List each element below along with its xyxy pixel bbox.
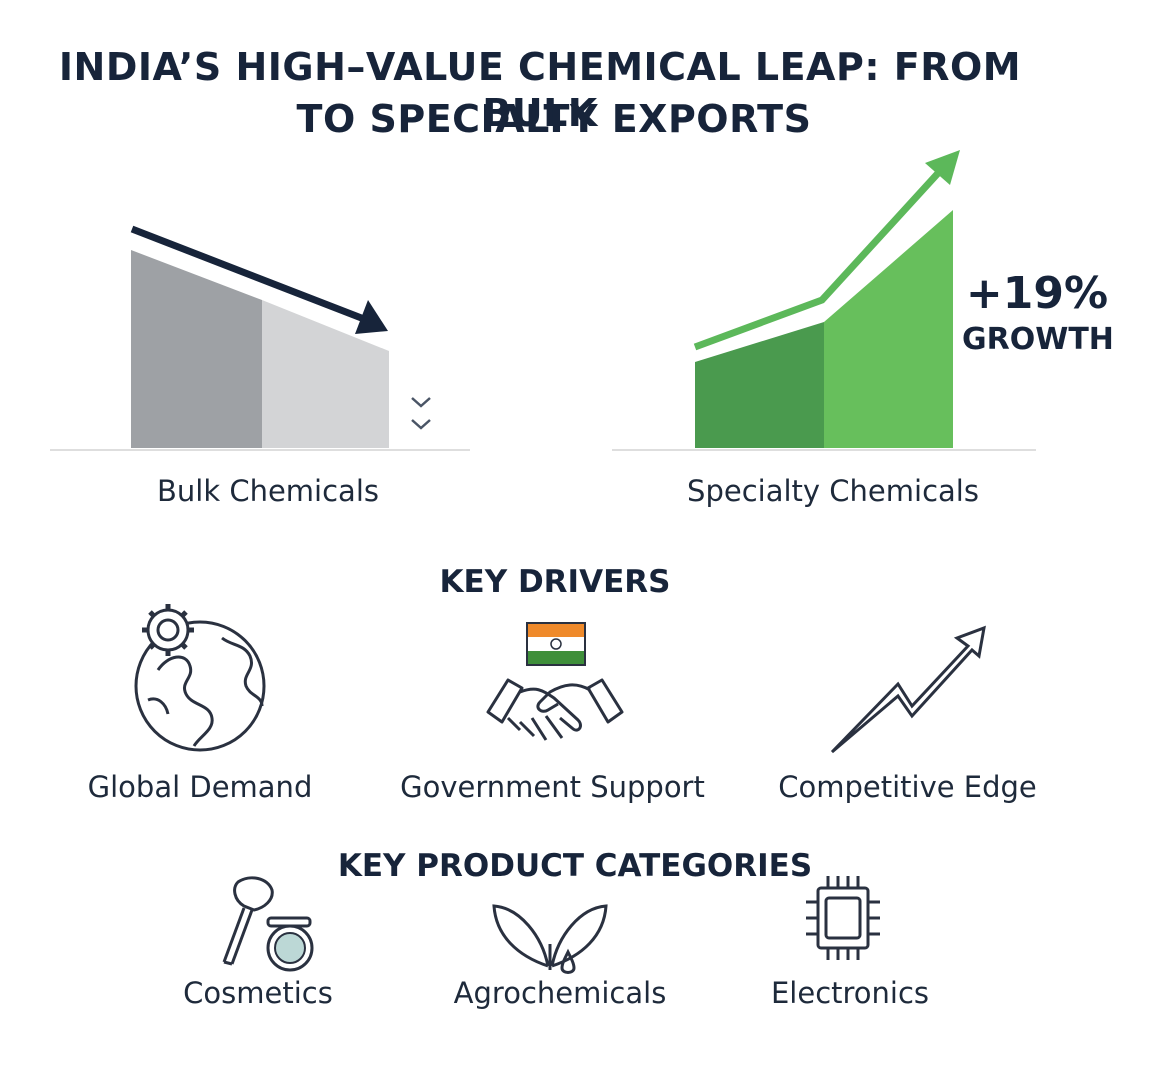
specialty-chemicals-label: Specialty Chemicals [687,474,979,508]
handshake-icon [486,678,624,741]
growth-label: GROWTH [962,322,1114,357]
handshake-india-flag-icon [486,622,624,741]
specialty-bar-dark [695,322,824,448]
makeup-brush-compact-icon [222,876,314,972]
key-drivers-heading: KEY DRIVERS [439,564,671,600]
growth-value: +19% [965,268,1109,319]
bulk-chemicals-label: Bulk Chemicals [156,474,379,508]
key-product-categories-heading: KEY PRODUCT CATEGORIES [337,848,813,884]
bulk-chemicals-graphic [50,225,470,451]
page-title-line-1: INDIA’S HIGH–VALUE CHEMICAL LEAP: FROM B… [58,45,1022,135]
chevron-double-down-icon [411,397,431,430]
specialty-chemicals-graphic [612,150,1036,451]
specialty-bar-light [824,210,953,448]
leaves-droplet-icon [492,904,608,974]
up-arrow-icon [693,150,960,351]
microchip-icon [806,876,880,960]
agrochemicals-label: Agrochemicals [453,976,667,1010]
india-flag-icon [526,622,586,666]
government-support-label: Government Support [400,770,705,804]
down-arrow-icon [130,225,388,334]
competitive-edge-label: Competitive Edge [778,770,1037,804]
global-demand-label: Global Demand [87,770,313,804]
zigzag-up-arrow-icon [830,625,986,754]
bulk-bar-light [262,300,389,448]
cosmetics-label: Cosmetics [183,976,333,1010]
globe-gear-icon [134,604,266,752]
bulk-bar-dark [131,250,262,448]
electronics-label: Electronics [770,976,930,1010]
page-title-line-2: TO SPECIALTY EXPORTS [296,97,812,141]
